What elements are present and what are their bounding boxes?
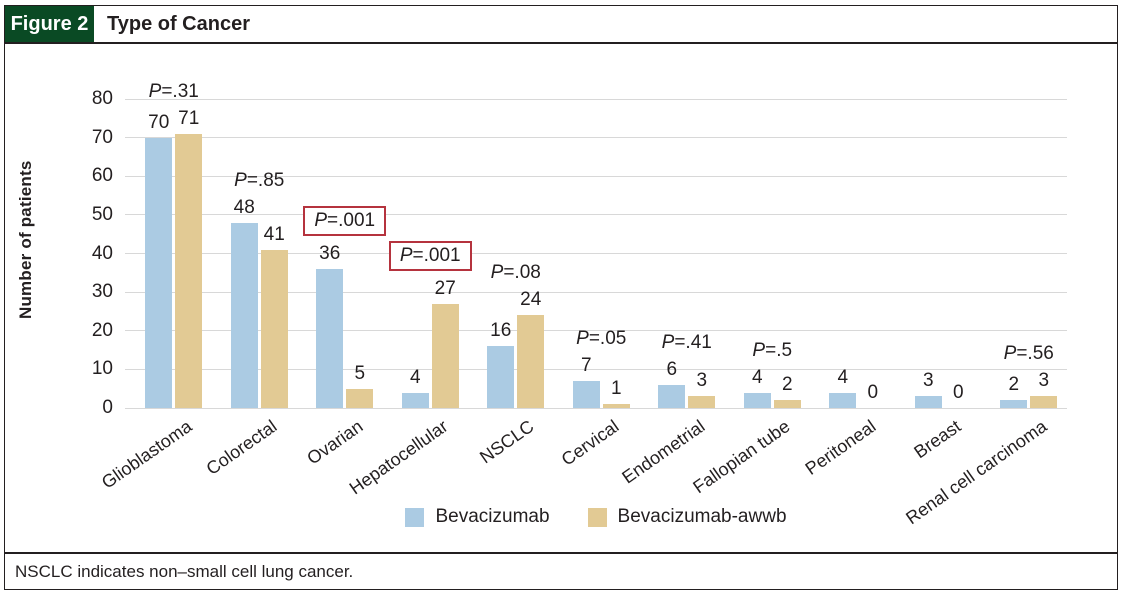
bar-value-label: 4 bbox=[751, 366, 763, 388]
y-tick-label: 0 bbox=[102, 397, 113, 418]
bar-bevacizumab-awwb bbox=[346, 388, 374, 408]
bar-bevacizumab bbox=[487, 346, 515, 408]
legend-item: Bevacizumab bbox=[405, 506, 550, 528]
p-value-label: P=.001 bbox=[355, 240, 505, 271]
p-value-label: P=.31 bbox=[99, 81, 249, 103]
bar-bevacizumab bbox=[829, 392, 857, 408]
bar-value-label: 2 bbox=[781, 374, 793, 396]
p-value-label: P=.85 bbox=[184, 170, 334, 192]
bar-value-label: 4 bbox=[837, 366, 849, 388]
footer-note: NSCLC indicates non–small cell lung canc… bbox=[15, 561, 354, 581]
bar-value-label: 7 bbox=[580, 354, 592, 376]
bar-value-label: 41 bbox=[263, 223, 285, 245]
bar-value-label: 3 bbox=[1038, 370, 1050, 392]
plot-area: 0 10 20 30 40 50 60 70 80 70 71 P=.31 Glioblastoma 48… bbox=[92, 81, 1067, 528]
legend-item: Bevacizumab-awwb bbox=[587, 506, 787, 528]
bar-bevacizumab-awwb bbox=[773, 400, 801, 408]
bar-value-label: 48 bbox=[233, 196, 255, 218]
gridline bbox=[125, 368, 1067, 370]
bar-bevacizumab bbox=[316, 268, 344, 408]
bar-bevacizumab-awwb bbox=[431, 303, 459, 408]
bar-value-label: 27 bbox=[434, 277, 456, 299]
bar-value-label: 3 bbox=[696, 370, 708, 392]
y-tick-label: 10 bbox=[91, 358, 113, 380]
y-tick-label: 60 bbox=[91, 165, 113, 187]
legend-swatch bbox=[587, 507, 607, 527]
p-value-label: P=.001 bbox=[270, 205, 420, 236]
bar-value-label: 36 bbox=[319, 242, 341, 264]
gridline bbox=[125, 137, 1067, 139]
bar-value-label: 5 bbox=[354, 362, 366, 384]
bar-value-label: 3 bbox=[922, 370, 934, 392]
p-value-label: P=.41 bbox=[612, 332, 762, 354]
bar-value-label: 0 bbox=[952, 382, 964, 403]
legend: Bevacizumab Bevacizumab-awwb bbox=[125, 506, 1067, 528]
y-tick-label: 50 bbox=[91, 203, 113, 225]
figure-title: Type of Cancer bbox=[107, 12, 250, 35]
p-value-text: P=.05 bbox=[576, 327, 627, 349]
gridline bbox=[125, 98, 1067, 100]
bar-bevacizumab-awwb bbox=[517, 315, 545, 408]
legend-label: Bevacizumab bbox=[435, 506, 550, 527]
legend-label: Bevacizumab-awwb bbox=[617, 506, 787, 527]
y-tick-label: 70 bbox=[91, 126, 113, 148]
bar-bevacizumab bbox=[145, 137, 173, 408]
bar-value-label: 71 bbox=[178, 107, 200, 129]
p-value-label: P=.08 bbox=[441, 262, 591, 284]
bar-bevacizumab bbox=[572, 380, 600, 408]
bar-bevacizumab-awwb bbox=[1030, 396, 1058, 408]
figure-header: Figure 2 Type of Cancer bbox=[4, 5, 1118, 44]
bar-value-label: 0 bbox=[867, 382, 879, 403]
bar-bevacizumab bbox=[1000, 400, 1028, 408]
y-axis-title: Number of patients bbox=[16, 160, 35, 320]
p-value-box: P=.001 bbox=[303, 205, 387, 236]
bar-bevacizumab-awwb bbox=[260, 249, 288, 408]
bar-bevacizumab bbox=[230, 222, 258, 408]
y-tick-label: 80 bbox=[91, 88, 113, 109]
gridline bbox=[125, 407, 1067, 409]
legend-swatch bbox=[405, 507, 425, 527]
bar-bevacizumab bbox=[914, 396, 942, 408]
gridline bbox=[125, 175, 1067, 177]
bar-bevacizumab bbox=[743, 392, 771, 408]
y-tick-label: 20 bbox=[91, 319, 113, 341]
p-value-label: P=.5 bbox=[697, 340, 847, 362]
bar-bevacizumab-awwb bbox=[602, 404, 630, 408]
p-value-label: P=.05 bbox=[526, 328, 676, 350]
gridline bbox=[125, 291, 1067, 293]
y-tick-label: 30 bbox=[91, 281, 113, 303]
p-value-box: P=.001 bbox=[388, 240, 472, 271]
bar-value-label: 1 bbox=[610, 378, 622, 400]
bar-bevacizumab-awwb bbox=[175, 133, 203, 408]
p-value-label: P=.56 bbox=[954, 343, 1104, 365]
y-tick-label: 40 bbox=[91, 242, 113, 264]
p-value-text: P=.41 bbox=[661, 331, 712, 353]
bar-value-label: 70 bbox=[148, 111, 170, 133]
bar-value-label: 16 bbox=[490, 320, 512, 342]
gridline bbox=[125, 253, 1067, 254]
bar-value-label: 6 bbox=[666, 358, 678, 380]
bar-value-label: 2 bbox=[1008, 374, 1020, 396]
bar-bevacizumab bbox=[401, 392, 429, 408]
bar-bevacizumab-awwb bbox=[688, 396, 716, 408]
bar-value-label: 24 bbox=[520, 289, 542, 311]
bar-bevacizumab bbox=[658, 384, 686, 408]
p-value-text: P=.08 bbox=[490, 262, 541, 284]
figure-label-badge: Figure 2 bbox=[5, 6, 94, 42]
p-value-text: P=.5 bbox=[752, 339, 793, 361]
p-value-text: P=.31 bbox=[148, 80, 199, 102]
bar-value-label: 4 bbox=[409, 366, 421, 388]
gridline bbox=[125, 330, 1067, 332]
gridline bbox=[125, 214, 1067, 216]
p-value-text: P=.56 bbox=[1003, 343, 1054, 365]
footer-note-bar: NSCLC indicates non–small cell lung canc… bbox=[4, 552, 1118, 590]
p-value-text: P=.85 bbox=[234, 169, 285, 191]
